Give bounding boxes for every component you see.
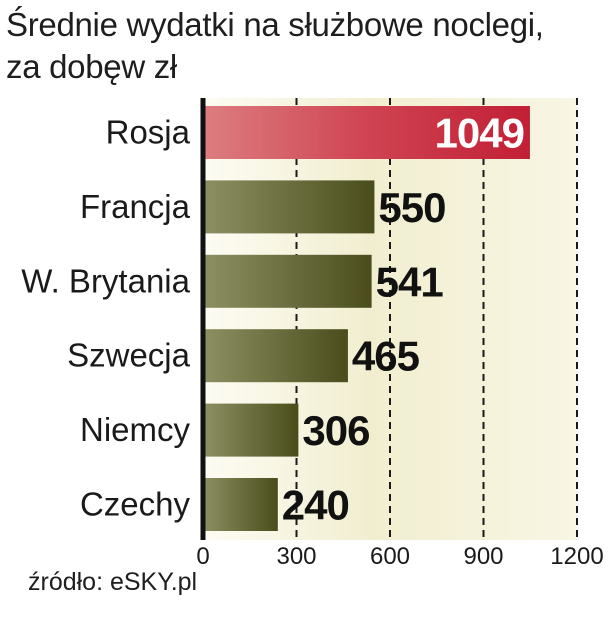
category-label: Niemcy bbox=[80, 411, 191, 448]
bar-czechy bbox=[203, 478, 278, 531]
value-label: 240 bbox=[282, 482, 349, 529]
x-tick-label: 0 bbox=[196, 543, 209, 570]
x-tick-label: 300 bbox=[276, 543, 316, 570]
bar-rosja bbox=[203, 106, 530, 159]
bar-w-brytania bbox=[203, 254, 372, 308]
value-label: 465 bbox=[352, 333, 420, 380]
chart-title: Średnie wydatki na służbowe noclegi, za … bbox=[6, 4, 606, 88]
x-tick-label: 600 bbox=[370, 543, 410, 570]
category-label: Szwecja bbox=[67, 337, 191, 374]
x-tick-label: 1200 bbox=[550, 543, 603, 570]
x-tick-label: 900 bbox=[463, 543, 503, 570]
bar-niemcy bbox=[203, 403, 299, 457]
value-label: 1049 bbox=[435, 110, 524, 157]
value-label: 306 bbox=[302, 407, 369, 454]
chart-title-line-1: Średnie wydatki na służbowe noclegi, bbox=[6, 6, 544, 43]
category-label: W. Brytania bbox=[21, 262, 190, 299]
category-label: Francja bbox=[80, 188, 191, 225]
value-label: 550 bbox=[378, 184, 445, 231]
category-label: Czechy bbox=[80, 486, 191, 523]
value-label: 541 bbox=[376, 258, 444, 305]
chart-title-line-2: za dobęw zł bbox=[6, 48, 177, 85]
bar-szwecja bbox=[203, 329, 348, 383]
category-label: Rosja bbox=[106, 114, 191, 151]
source-note: źródło: eSKY.pl bbox=[28, 568, 198, 596]
bar-francja bbox=[203, 180, 375, 234]
